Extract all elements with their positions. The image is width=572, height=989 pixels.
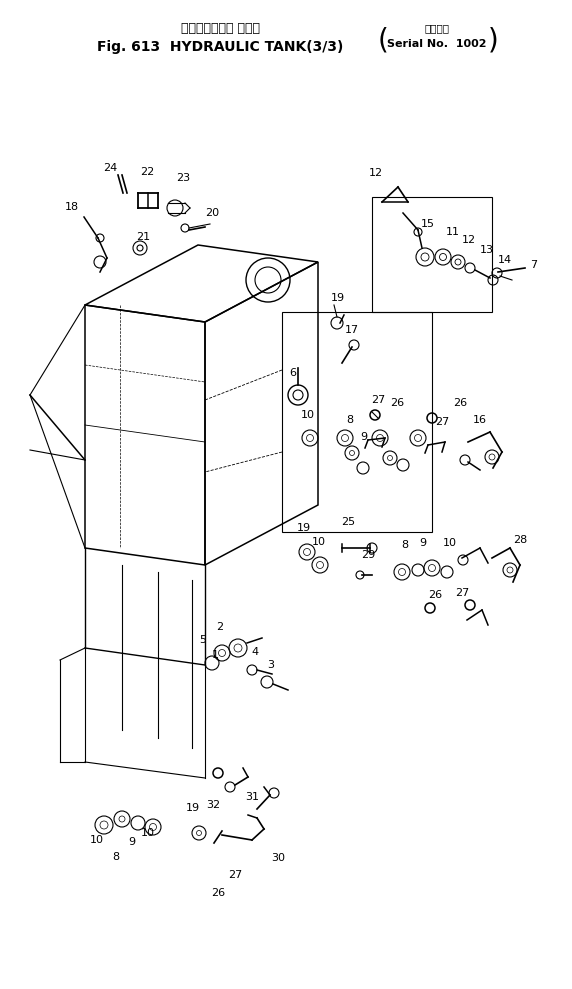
- Text: 7: 7: [530, 260, 538, 270]
- Text: 27: 27: [435, 417, 449, 427]
- Text: 19: 19: [186, 803, 200, 813]
- Text: 26: 26: [428, 590, 442, 600]
- Text: 10: 10: [301, 410, 315, 420]
- Text: Serial No.  1002: Serial No. 1002: [387, 39, 487, 49]
- Text: ): ): [488, 26, 499, 54]
- Text: 9: 9: [419, 538, 427, 548]
- Text: 13: 13: [480, 245, 494, 255]
- Text: 2: 2: [216, 622, 224, 632]
- Text: 6: 6: [289, 368, 296, 378]
- Text: 27: 27: [371, 395, 385, 405]
- Text: 28: 28: [513, 535, 527, 545]
- Text: 8: 8: [113, 852, 120, 862]
- Text: 8: 8: [402, 540, 408, 550]
- Text: 24: 24: [103, 163, 117, 173]
- Text: 適用号機: 適用号機: [424, 23, 450, 33]
- Text: 9: 9: [360, 432, 368, 442]
- Text: 8: 8: [347, 415, 353, 425]
- Text: 30: 30: [271, 853, 285, 863]
- Text: ハイドロリック タンク: ハイドロリック タンク: [181, 22, 260, 35]
- Text: 26: 26: [390, 398, 404, 408]
- Text: 22: 22: [140, 167, 154, 177]
- Text: 9: 9: [129, 837, 136, 847]
- Text: 26: 26: [211, 888, 225, 898]
- Text: 10: 10: [90, 835, 104, 845]
- Text: 1: 1: [212, 650, 219, 660]
- Text: 12: 12: [462, 235, 476, 245]
- Text: 29: 29: [361, 550, 375, 560]
- Text: 17: 17: [345, 325, 359, 335]
- Text: 21: 21: [136, 232, 150, 242]
- Text: 20: 20: [205, 208, 219, 218]
- Text: Fig. 613  HYDRAULIC TANK(3/3): Fig. 613 HYDRAULIC TANK(3/3): [97, 40, 343, 54]
- Text: 4: 4: [252, 647, 259, 657]
- Text: 26: 26: [453, 398, 467, 408]
- Text: 27: 27: [228, 870, 242, 880]
- Text: 16: 16: [473, 415, 487, 425]
- Text: 15: 15: [421, 219, 435, 229]
- Text: (: (: [378, 26, 388, 54]
- Text: 3: 3: [268, 660, 275, 670]
- Text: 10: 10: [443, 538, 457, 548]
- Text: 19: 19: [331, 293, 345, 303]
- Text: 10: 10: [141, 828, 155, 838]
- Text: 23: 23: [176, 173, 190, 183]
- Text: 27: 27: [455, 588, 469, 598]
- Text: 10: 10: [312, 537, 326, 547]
- Text: 12: 12: [369, 168, 383, 178]
- Text: 25: 25: [341, 517, 355, 527]
- Text: 18: 18: [65, 202, 79, 212]
- Text: 19: 19: [297, 523, 311, 533]
- Text: 31: 31: [245, 792, 259, 802]
- Text: 5: 5: [200, 635, 206, 645]
- Text: 11: 11: [446, 227, 460, 237]
- Text: 32: 32: [206, 800, 220, 810]
- Text: 14: 14: [498, 255, 512, 265]
